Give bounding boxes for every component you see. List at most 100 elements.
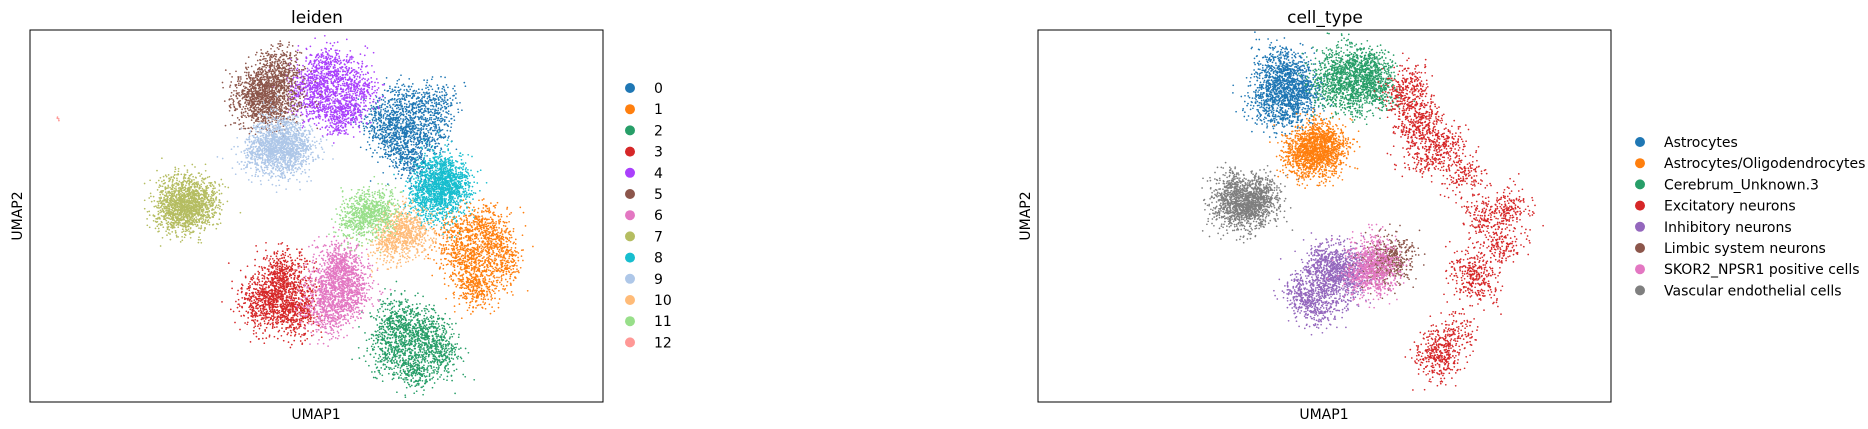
data-point bbox=[417, 346, 420, 348]
data-point bbox=[423, 91, 425, 94]
data-point bbox=[388, 104, 391, 107]
data-point bbox=[410, 148, 413, 151]
data-point bbox=[395, 334, 397, 337]
data-point bbox=[411, 328, 414, 330]
data-point bbox=[411, 83, 414, 85]
data-point bbox=[393, 138, 396, 141]
data-point bbox=[456, 343, 459, 345]
data-point bbox=[397, 342, 399, 345]
data-point bbox=[485, 227, 488, 230]
data-point bbox=[465, 272, 467, 274]
data-point bbox=[455, 346, 457, 349]
data-point bbox=[464, 295, 467, 297]
data-point bbox=[514, 276, 516, 279]
data-point bbox=[415, 90, 418, 92]
data-point bbox=[434, 355, 437, 358]
data-point bbox=[372, 343, 374, 346]
data-point bbox=[504, 262, 507, 265]
data-point bbox=[461, 254, 464, 257]
data-point bbox=[453, 264, 456, 267]
data-point bbox=[399, 112, 401, 115]
data-point bbox=[441, 98, 444, 101]
data-point bbox=[440, 120, 443, 123]
data-point bbox=[409, 335, 411, 338]
data-point bbox=[387, 102, 389, 105]
data-point bbox=[412, 131, 415, 133]
data-point bbox=[418, 364, 421, 367]
data-point bbox=[455, 285, 458, 288]
data-point bbox=[498, 219, 500, 222]
data-point bbox=[388, 144, 391, 147]
data-point bbox=[467, 255, 470, 258]
data-point bbox=[451, 323, 453, 325]
data-point bbox=[411, 343, 413, 345]
data-point bbox=[435, 127, 438, 129]
data-point bbox=[400, 127, 402, 130]
data-point bbox=[436, 119, 439, 122]
data-point bbox=[423, 314, 426, 317]
data-point bbox=[385, 357, 387, 359]
data-point bbox=[404, 319, 407, 322]
data-point bbox=[408, 347, 410, 350]
data-point bbox=[488, 303, 491, 306]
data-point bbox=[396, 140, 398, 143]
data-point bbox=[431, 345, 434, 348]
data-point bbox=[509, 241, 512, 243]
data-point bbox=[401, 84, 403, 87]
data-point bbox=[405, 109, 408, 112]
data-point bbox=[363, 129, 366, 132]
data-point bbox=[466, 249, 469, 252]
data-point bbox=[469, 301, 471, 304]
data-point bbox=[489, 312, 492, 315]
data-point bbox=[405, 113, 408, 115]
data-point bbox=[453, 351, 456, 353]
data-point bbox=[447, 363, 449, 366]
data-point bbox=[438, 127, 441, 130]
data-point bbox=[408, 85, 410, 88]
data-point bbox=[512, 227, 515, 230]
data-point bbox=[506, 267, 509, 269]
data-point bbox=[505, 253, 508, 255]
data-point bbox=[374, 111, 377, 114]
data-point bbox=[508, 239, 511, 242]
data-point bbox=[389, 330, 392, 333]
data-point bbox=[459, 223, 462, 226]
data-point bbox=[394, 332, 396, 335]
data-point bbox=[377, 339, 380, 341]
data-point bbox=[478, 265, 481, 267]
data-point bbox=[488, 243, 490, 245]
data-point bbox=[433, 309, 436, 312]
data-point bbox=[396, 317, 399, 319]
data-point bbox=[481, 245, 484, 248]
data-point bbox=[481, 218, 484, 220]
data-point bbox=[384, 287, 386, 290]
data-point bbox=[452, 94, 454, 97]
data-point bbox=[466, 286, 469, 289]
data-point bbox=[394, 310, 396, 313]
data-point bbox=[503, 230, 506, 233]
data-point bbox=[447, 137, 450, 139]
data-point bbox=[411, 349, 414, 352]
data-point bbox=[289, 285, 292, 288]
data-point bbox=[421, 348, 423, 350]
data-point bbox=[409, 354, 412, 357]
data-point bbox=[433, 320, 435, 323]
data-point bbox=[378, 354, 381, 356]
data-point bbox=[379, 307, 381, 310]
data-point bbox=[478, 240, 481, 242]
data-point bbox=[445, 263, 448, 266]
data-point bbox=[398, 97, 400, 100]
data-point bbox=[388, 324, 391, 327]
data-point bbox=[442, 267, 445, 270]
data-point bbox=[495, 279, 498, 282]
data-point bbox=[401, 107, 403, 110]
data-point bbox=[442, 151, 444, 153]
data-point bbox=[404, 151, 407, 153]
data-point bbox=[489, 264, 492, 267]
data-point bbox=[489, 246, 491, 249]
data-point bbox=[436, 335, 439, 338]
data-point bbox=[423, 364, 425, 367]
data-point bbox=[392, 161, 394, 164]
data-point bbox=[412, 325, 414, 328]
data-point bbox=[410, 132, 412, 135]
